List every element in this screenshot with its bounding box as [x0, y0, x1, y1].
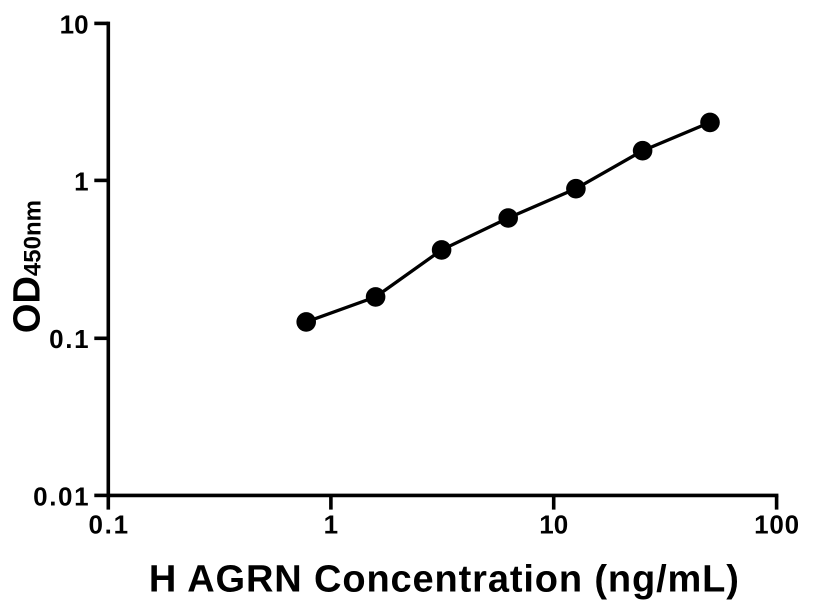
svg-text:100: 100 — [754, 510, 799, 540]
svg-text:0.1: 0.1 — [49, 324, 89, 354]
svg-text:1: 1 — [324, 510, 338, 540]
svg-text:0.01: 0.01 — [33, 481, 89, 511]
svg-text:10: 10 — [539, 510, 568, 540]
svg-text:10: 10 — [60, 9, 89, 39]
svg-text:1: 1 — [74, 166, 88, 196]
svg-text:H AGRN Concentration (ng/mL): H AGRN Concentration (ng/mL) — [149, 559, 739, 601]
svg-text:0.1: 0.1 — [89, 510, 129, 540]
